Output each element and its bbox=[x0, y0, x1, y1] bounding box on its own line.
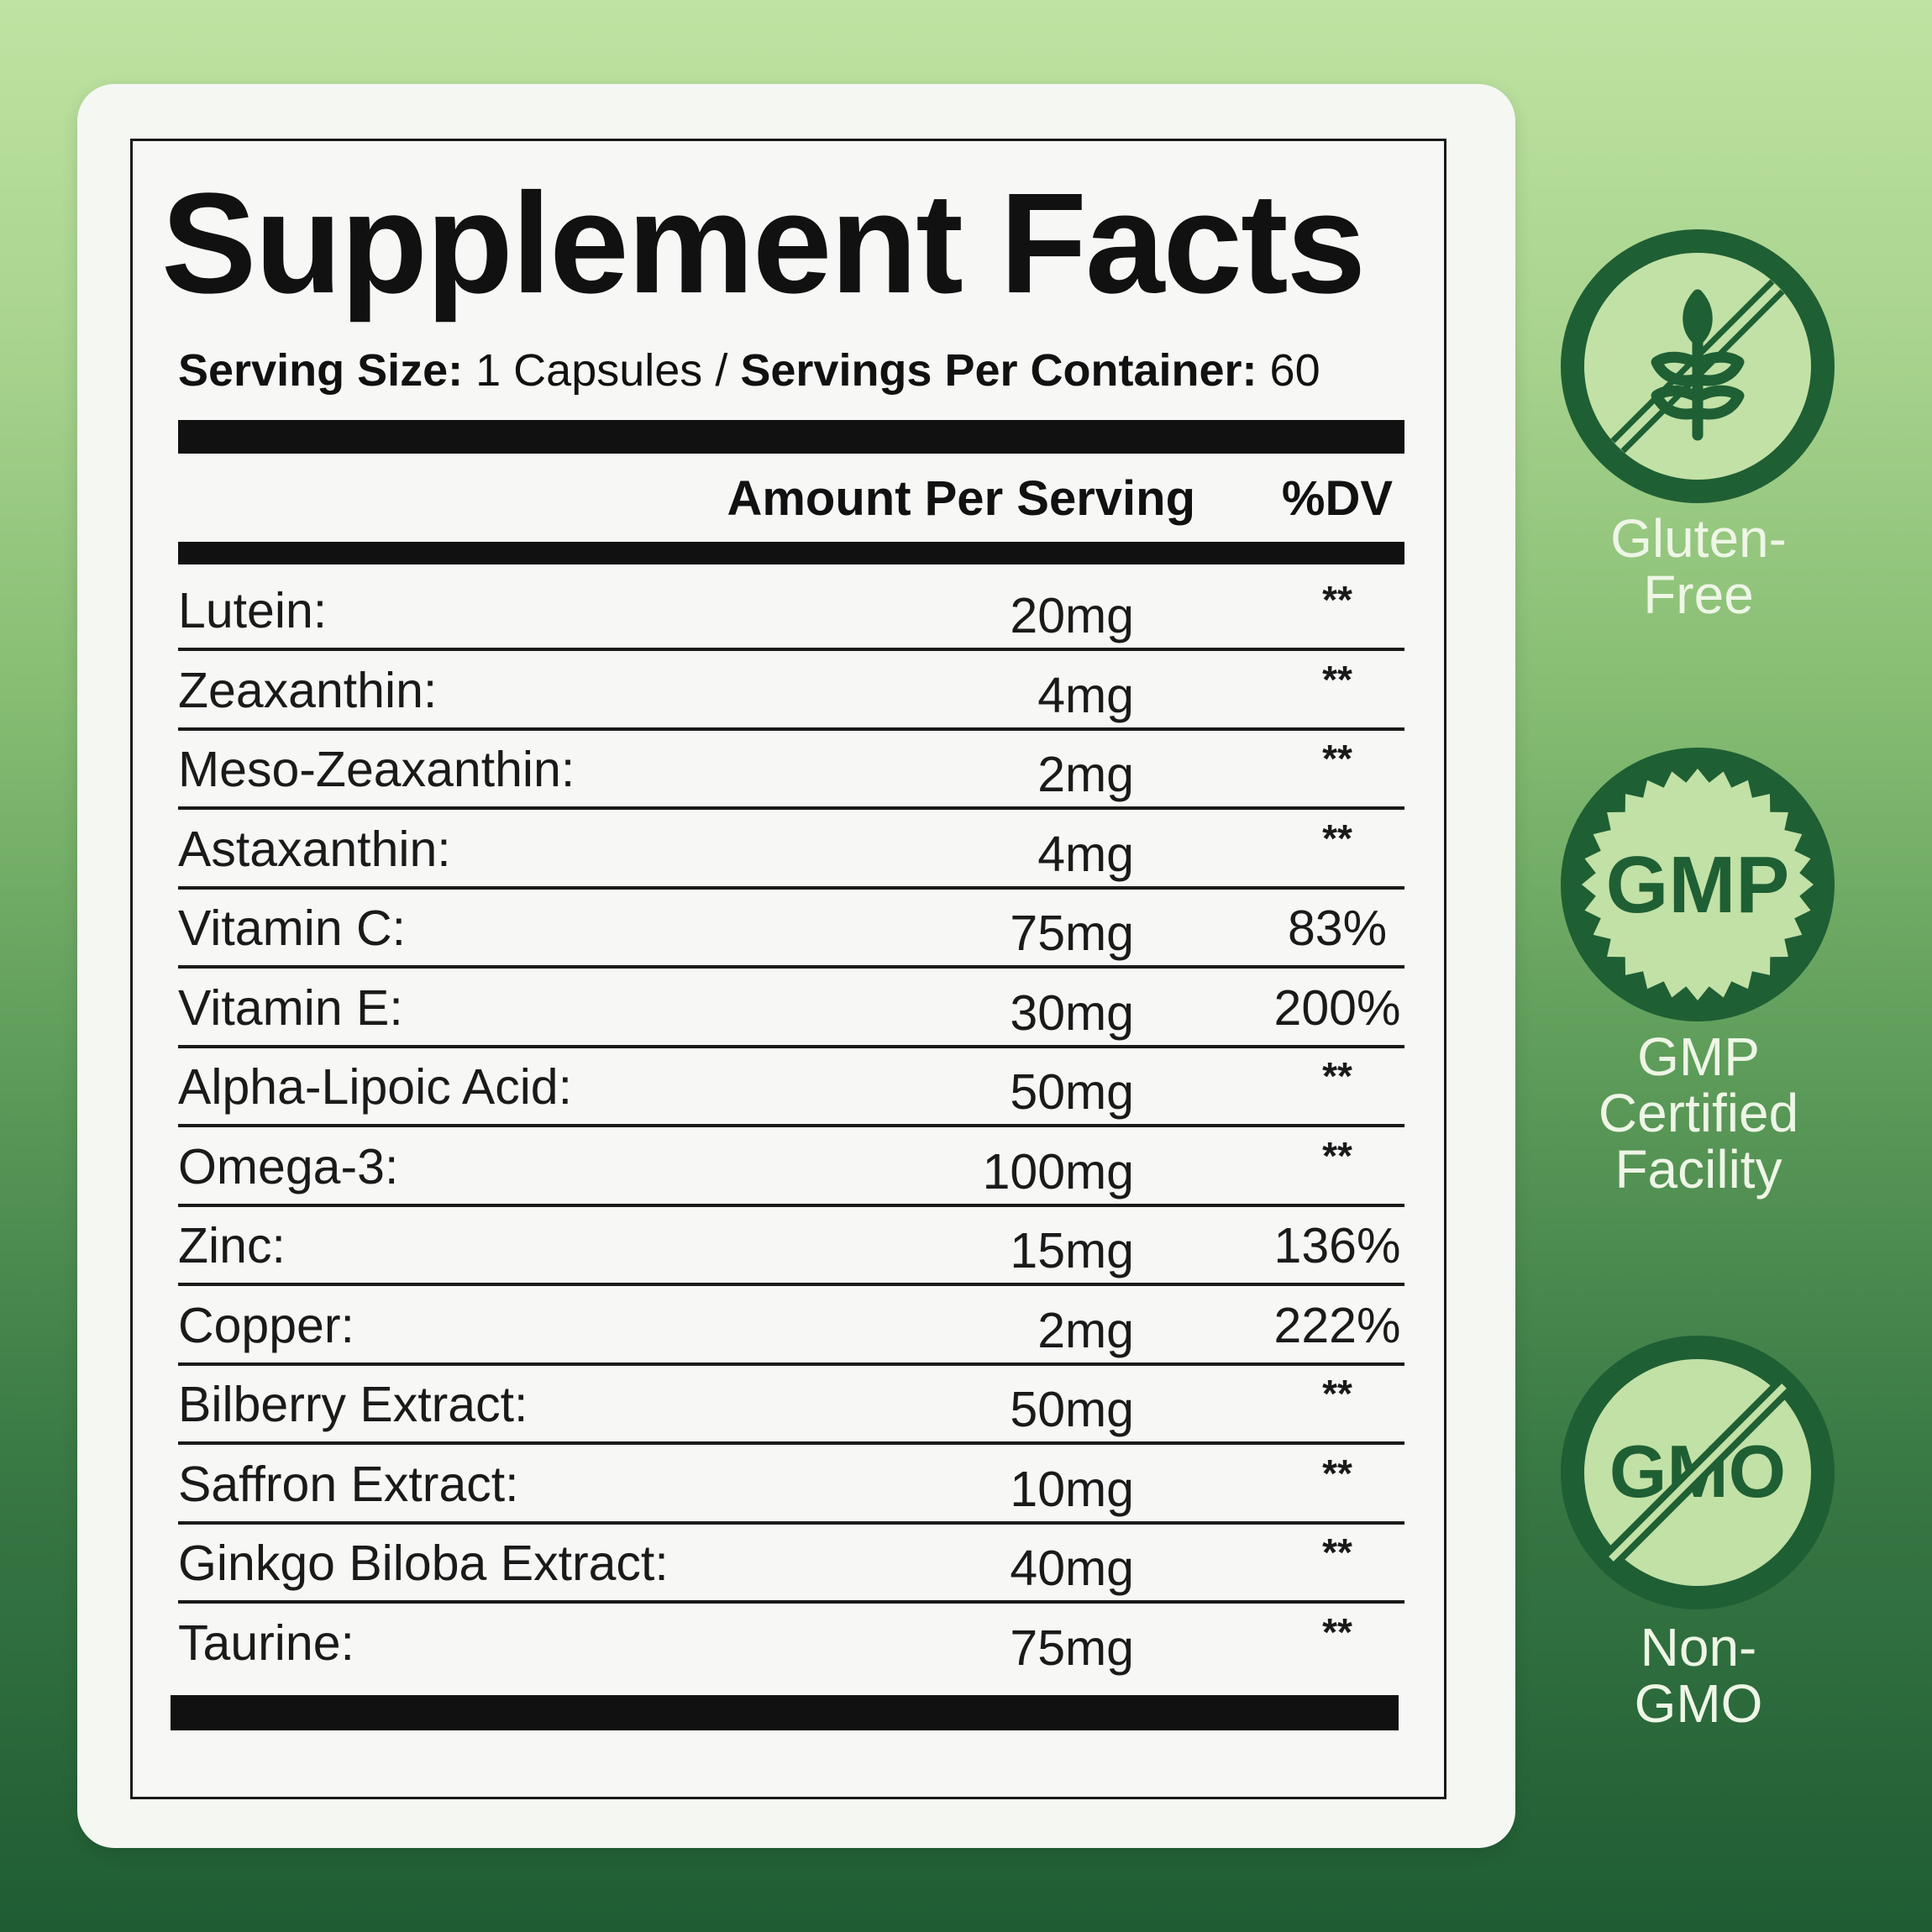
nutrient-row: Omega-3: 100mg ** bbox=[178, 1127, 1404, 1207]
nutrient-amount: 40mg bbox=[1010, 1541, 1134, 1596]
row-divider bbox=[178, 1283, 1404, 1286]
gmp-seal-icon: GMP bbox=[1561, 748, 1835, 1021]
nutrient-row: Zeaxanthin: 4mg ** bbox=[178, 651, 1404, 731]
nutrient-name: Vitamin C: bbox=[178, 900, 407, 956]
nutrient-name: Saffron Extract: bbox=[178, 1456, 519, 1512]
servings-per-container-label: Servings Per Container: bbox=[740, 345, 1257, 396]
nutrient-name: Alpha-Lipoic Acid: bbox=[178, 1059, 573, 1115]
nutrient-dv: ** bbox=[1322, 1054, 1352, 1098]
nutrient-dv: ** bbox=[1322, 1372, 1352, 1415]
nutrient-row: Lutein: 20mg ** bbox=[178, 571, 1404, 651]
nutrient-amount: 100mg bbox=[982, 1143, 1134, 1200]
bottom-thick-rule bbox=[171, 1695, 1399, 1730]
nutrient-name: Zeaxanthin: bbox=[178, 662, 438, 718]
row-divider bbox=[178, 648, 1404, 651]
nutrient-name: Omega-3: bbox=[178, 1138, 399, 1194]
nutrient-amount: 75mg bbox=[1010, 1620, 1134, 1676]
nutrient-dv: ** bbox=[1322, 737, 1352, 780]
row-divider bbox=[178, 1044, 1404, 1048]
row-divider bbox=[178, 727, 1404, 731]
nutrient-dv: ** bbox=[1322, 578, 1352, 622]
nutrient-dv: ** bbox=[1322, 1133, 1352, 1178]
nutrient-row: Taurine: 75mg ** bbox=[178, 1604, 1404, 1683]
nutrient-row: Zinc: 15mg 136% bbox=[178, 1206, 1404, 1286]
nutrient-name: Bilberry Extract: bbox=[178, 1377, 528, 1432]
nutrient-row: Bilberry Extract: 50mg ** bbox=[178, 1365, 1404, 1445]
nutrient-name: Ginkgo Biloba Extract: bbox=[178, 1536, 669, 1591]
row-divider bbox=[178, 965, 1404, 969]
nutrient-amount: 10mg bbox=[1010, 1461, 1134, 1517]
wheat-crossed-icon bbox=[1561, 229, 1835, 503]
nutrient-dv: ** bbox=[1322, 1530, 1352, 1574]
label-title: Supplement Facts bbox=[161, 164, 1366, 323]
nutrient-dv: ** bbox=[1322, 1609, 1352, 1654]
nutrient-dv: 200% bbox=[1273, 979, 1401, 1036]
row-divider bbox=[178, 885, 1404, 890]
nutrient-dv: 222% bbox=[1273, 1297, 1401, 1353]
nutrient-row: Astaxanthin: 4mg ** bbox=[178, 810, 1404, 890]
amount-per-serving-header: Amount Per Serving bbox=[727, 471, 1195, 526]
nutrient-amount: 20mg bbox=[1010, 588, 1134, 643]
nutrient-row: Ginkgo Biloba Extract: 40mg ** bbox=[178, 1524, 1404, 1604]
nutrient-row: Saffron Extract: 10mg ** bbox=[178, 1445, 1404, 1525]
non-gmo-label: Non- GMO bbox=[1634, 1617, 1763, 1735]
nutrient-dv: 83% bbox=[1287, 900, 1388, 956]
row-divider bbox=[178, 1441, 1404, 1445]
row-divider bbox=[178, 1520, 1404, 1525]
serving-size-value: 1 Capsules bbox=[475, 345, 703, 396]
top-thick-rule bbox=[178, 420, 1404, 454]
nutrient-name: Vitamin E: bbox=[178, 979, 403, 1036]
nutrient-amount: 50mg bbox=[1010, 1064, 1134, 1120]
nutrient-row: Vitamin C: 75mg 83% bbox=[178, 889, 1404, 969]
header-thick-rule bbox=[178, 542, 1404, 564]
nutrient-name: Copper: bbox=[178, 1297, 354, 1353]
nutrient-amount: 4mg bbox=[1037, 667, 1134, 723]
nutrient-amount: 4mg bbox=[1037, 826, 1134, 882]
nutrient-row: Alpha-Lipoic Acid: 50mg ** bbox=[178, 1047, 1404, 1127]
nutrient-amount: 30mg bbox=[1010, 984, 1134, 1041]
nutrient-row: Copper: 2mg 222% bbox=[178, 1286, 1404, 1366]
nutrient-dv: ** bbox=[1322, 816, 1352, 860]
serving-info: Serving Size: 1 Capsules / Servings Per … bbox=[178, 344, 1404, 396]
row-divider bbox=[178, 1362, 1404, 1366]
row-divider bbox=[178, 1600, 1404, 1604]
nutrient-amount: 15mg bbox=[1010, 1223, 1134, 1278]
nutrient-name: Astaxanthin: bbox=[178, 821, 451, 877]
nutrient-dv: ** bbox=[1322, 657, 1352, 701]
serving-separator: / bbox=[715, 345, 728, 396]
nutrient-amount: 75mg bbox=[1010, 906, 1134, 961]
dv-header: %DV bbox=[1281, 471, 1394, 526]
nutrient-name: Taurine: bbox=[178, 1614, 354, 1671]
row-divider bbox=[178, 1203, 1404, 1207]
nutrient-amount: 2mg bbox=[1037, 747, 1134, 802]
gmp-seal-text: GMP bbox=[1606, 840, 1790, 930]
nutrient-row: Meso-Zeaxanthin: 2mg ** bbox=[178, 730, 1404, 810]
nutrient-name: Lutein: bbox=[178, 583, 328, 638]
nutrient-row: Vitamin E: 30mg 200% bbox=[178, 969, 1404, 1048]
nutrient-amount: 50mg bbox=[1010, 1382, 1134, 1437]
row-divider bbox=[178, 1124, 1404, 1127]
nutrient-name: Meso-Zeaxanthin: bbox=[178, 742, 575, 797]
nutrient-name: Zinc: bbox=[178, 1218, 286, 1273]
nutrient-dv: 136% bbox=[1273, 1218, 1401, 1273]
gmo-crossed-icon: GMO bbox=[1561, 1336, 1835, 1609]
serving-size-label: Serving Size: bbox=[178, 345, 464, 396]
gmp-certified-label: GMP Certified Facility bbox=[1598, 1026, 1799, 1200]
nutrient-amount: 2mg bbox=[1037, 1302, 1134, 1358]
nutrient-dv: ** bbox=[1322, 1451, 1352, 1495]
gluten-free-label: Gluten- Free bbox=[1610, 508, 1787, 626]
servings-per-container-value: 60 bbox=[1269, 345, 1320, 396]
row-divider bbox=[178, 806, 1404, 810]
